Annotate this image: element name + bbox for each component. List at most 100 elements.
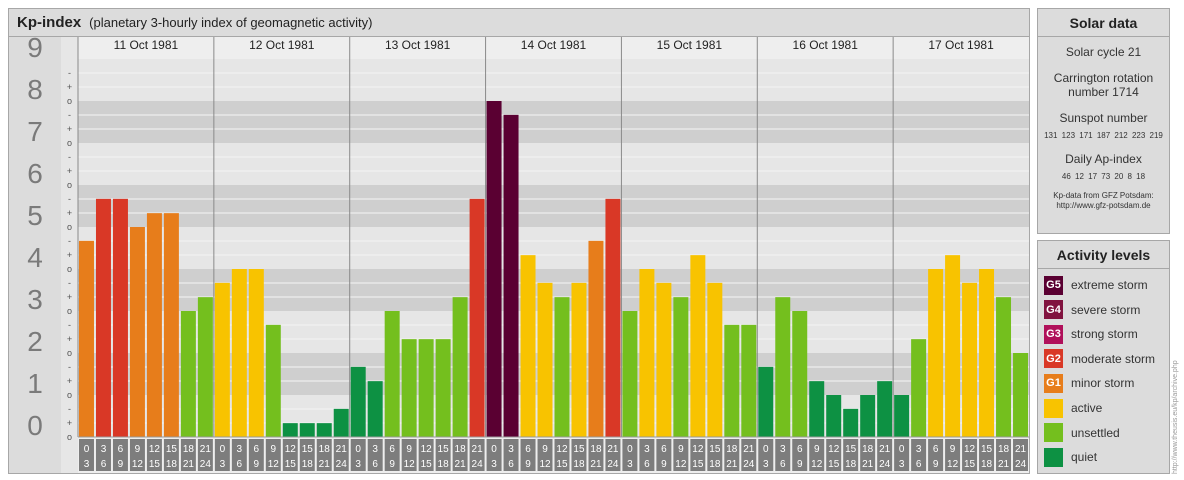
interval-cell xyxy=(860,439,876,471)
interval-cell xyxy=(265,439,281,471)
day-label: 15 Oct 1981 xyxy=(657,38,723,52)
kp-band xyxy=(78,143,1029,185)
interval-cell xyxy=(469,439,485,471)
interval-end-label: 3 xyxy=(763,459,769,470)
interval-cell xyxy=(79,439,94,471)
legend-label: minor storm xyxy=(1071,376,1135,391)
interval-start-label: 0 xyxy=(355,444,361,455)
sub-tick-label: - xyxy=(68,362,71,372)
interval-start-label: 3 xyxy=(508,444,514,455)
sub-tick-label: + xyxy=(67,124,72,134)
interval-cell xyxy=(588,439,604,471)
interval-start-label: 12 xyxy=(149,444,161,455)
legend-swatch xyxy=(1044,447,1063,467)
kp-bar xyxy=(79,240,94,437)
interval-end-label: 3 xyxy=(491,459,497,470)
interval-cell xyxy=(894,439,910,471)
kp-bar xyxy=(843,408,859,437)
sub-tick-label: + xyxy=(67,250,72,260)
kp-bar xyxy=(248,269,264,437)
interval-cell xyxy=(622,439,638,471)
interval-end-label: 15 xyxy=(285,459,297,470)
interval-cell xyxy=(248,439,264,471)
interval-start-label: 18 xyxy=(998,444,1010,455)
y-tick-label: 3 xyxy=(27,284,43,315)
interval-end-label: 18 xyxy=(573,459,585,470)
legend-swatch: G1 xyxy=(1044,373,1063,393)
y-tick-label: 1 xyxy=(27,368,43,399)
interval-start-label: 18 xyxy=(726,444,738,455)
sub-tick-label: - xyxy=(68,404,71,414)
interval-start-label: 6 xyxy=(118,444,124,455)
interval-cell xyxy=(333,439,349,471)
chart-title-bar: Kp-index (planetary 3-hourly index of ge… xyxy=(9,9,1029,37)
kp-bar xyxy=(452,297,468,437)
interval-end-label: 24 xyxy=(879,459,891,470)
interval-start-label: 6 xyxy=(933,444,939,455)
interval-cell xyxy=(707,439,723,471)
interval-cell xyxy=(367,439,383,471)
solar-cycle: Solar cycle 21 xyxy=(1065,45,1142,59)
kp-band xyxy=(78,101,1029,143)
kp-bar xyxy=(639,269,655,437)
kp-bar xyxy=(180,311,196,437)
sub-tick-label: - xyxy=(68,110,71,120)
interval-cell xyxy=(282,439,298,471)
sub-tick-label: + xyxy=(67,334,72,344)
y-tick-label: 5 xyxy=(27,200,43,231)
interval-end-label: 12 xyxy=(404,459,416,470)
interval-cell xyxy=(435,439,451,471)
sub-tick-label: o xyxy=(67,222,72,232)
credit-url: http://www.theusis.eu/kp/archive.php xyxy=(1172,360,1179,474)
interval-cell xyxy=(996,439,1012,471)
day-label: 16 Oct 1981 xyxy=(793,38,859,52)
interval-cell xyxy=(1013,439,1028,471)
interval-start-label: 15 xyxy=(166,444,178,455)
kp-bar xyxy=(384,311,400,437)
chart-subtitle: (planetary 3-hourly index of geomagnetic… xyxy=(89,15,373,30)
interval-cell xyxy=(163,439,179,471)
kp-bar xyxy=(894,395,910,437)
kp-bar xyxy=(588,240,604,437)
kp-bar xyxy=(129,227,145,437)
kp-band xyxy=(78,185,1029,227)
data-source-link[interactable]: http://www.gfz-potsdam.de xyxy=(1056,201,1151,210)
interval-cell xyxy=(877,439,893,471)
sub-tick-label: - xyxy=(68,236,71,246)
legend-label: active xyxy=(1071,401,1103,415)
interval-end-label: 21 xyxy=(726,459,738,470)
interval-end-label: 15 xyxy=(964,459,976,470)
interval-start-label: 6 xyxy=(525,444,531,455)
sub-tick-label: + xyxy=(67,376,72,386)
sub-tick-label: + xyxy=(67,82,72,92)
carrington-rotation-line2: number 1714 xyxy=(1068,85,1139,99)
interval-end-label: 18 xyxy=(438,459,450,470)
interval-cell xyxy=(452,439,468,471)
kp-bar xyxy=(350,366,366,437)
interval-start-label: 0 xyxy=(84,444,90,455)
interval-start-label: 0 xyxy=(491,444,497,455)
sub-tick-label: o xyxy=(67,306,72,316)
sub-tick-label: - xyxy=(68,152,71,162)
interval-end-label: 24 xyxy=(743,459,755,470)
ap-index-values: 46 12 17 73 20 8 18 xyxy=(1061,172,1146,181)
interval-end-label: 6 xyxy=(644,459,650,470)
interval-start-label: 21 xyxy=(336,444,348,455)
interval-start-label: 3 xyxy=(101,444,107,455)
kp-bar xyxy=(928,269,944,437)
kp-bar xyxy=(95,198,111,437)
kp-bar xyxy=(860,395,876,437)
interval-cell xyxy=(792,439,808,471)
interval-start-label: 0 xyxy=(627,444,633,455)
kp-bar xyxy=(877,381,893,437)
interval-cell xyxy=(129,439,145,471)
interval-start-label: 12 xyxy=(692,444,704,455)
interval-cell xyxy=(962,439,978,471)
legend-swatch: G4 xyxy=(1044,300,1063,320)
kp-bar xyxy=(962,282,978,437)
y-axis-column xyxy=(9,37,61,473)
kp-bar xyxy=(571,282,587,437)
interval-start-label: 9 xyxy=(542,444,548,455)
interval-end-label: 18 xyxy=(166,459,178,470)
interval-end-label: 21 xyxy=(183,459,195,470)
